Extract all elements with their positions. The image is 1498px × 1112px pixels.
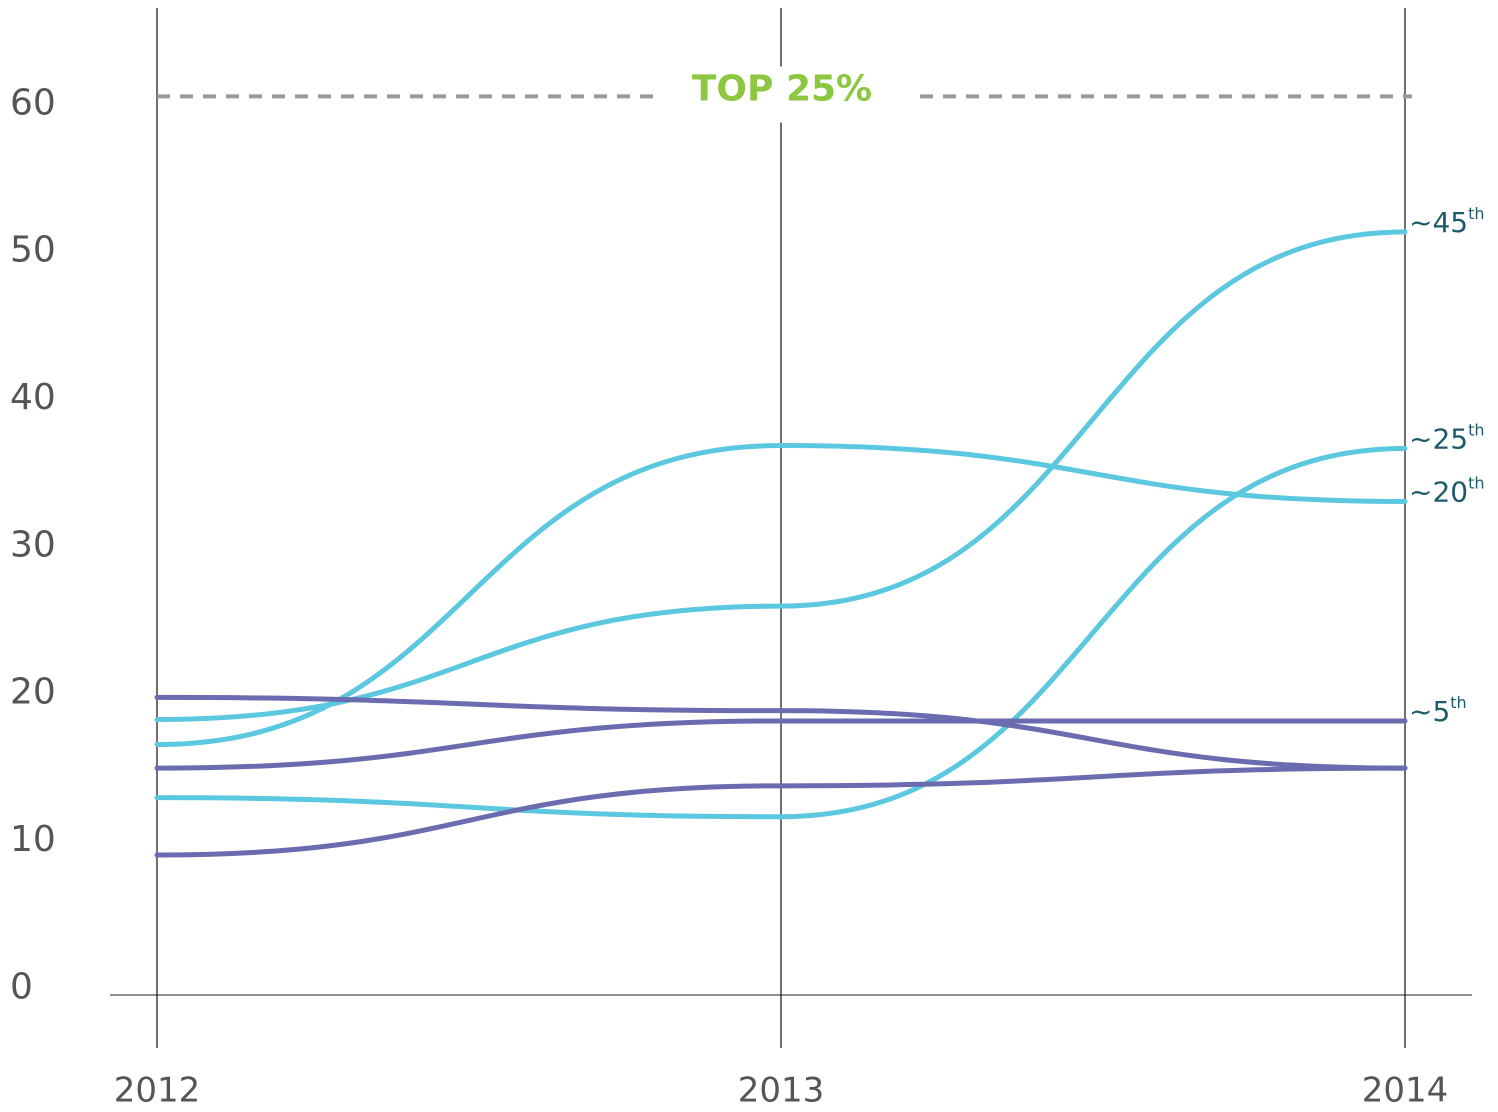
series-name: ~45 [1409,206,1468,239]
series-line [154,718,1408,771]
y-tick-label: 40 [10,377,56,418]
y-tick-label: 50 [10,230,56,271]
x-tick-label: 2012 [114,1071,201,1111]
series-line [154,765,1408,858]
x-tick-label: 2014 [1362,1071,1449,1111]
y-tick-label: 10 [10,819,56,860]
y-tick-label: 20 [10,672,56,713]
series-name-sup: th [1468,473,1484,492]
series-label: ~25th [1409,420,1485,456]
series-name: ~5 [1409,695,1450,728]
series-line [154,229,1408,723]
series-line [154,694,1408,771]
x-tick-label: 2013 [738,1071,825,1111]
series-name: ~20 [1409,476,1468,509]
threshold-label: TOP 25% [692,68,872,109]
series-label: ~45th [1409,203,1485,239]
series-label: ~20th [1409,473,1485,509]
y-tick-label: 60 [10,82,56,123]
y-tick-label: 30 [10,524,56,565]
series-name-sup: th [1450,692,1466,711]
label-bg [670,66,905,123]
series-line [154,445,1408,820]
series-line [154,443,1408,748]
series-name-sup: th [1468,203,1484,222]
series-label: ~5th [1409,692,1467,728]
y-tick-label: 0 [10,966,33,1007]
series-name-sup: th [1468,420,1484,439]
series-name: ~25 [1409,422,1468,455]
